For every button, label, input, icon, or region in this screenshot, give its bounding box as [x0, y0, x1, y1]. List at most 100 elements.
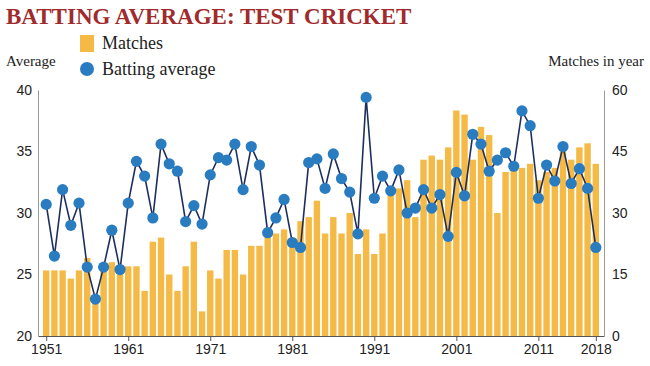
bar — [166, 275, 172, 337]
tick-label: 1971 — [195, 341, 226, 357]
tick: 15 — [604, 266, 628, 282]
tick-label: 45 — [612, 143, 628, 159]
tick: 2001 — [441, 336, 472, 357]
marker — [320, 183, 331, 194]
bar — [150, 242, 156, 336]
bar — [355, 254, 361, 336]
marker — [500, 147, 511, 158]
bar — [59, 270, 65, 336]
tick-label: 1991 — [359, 341, 390, 357]
tick-label: 0 — [612, 328, 620, 344]
bar — [133, 266, 139, 336]
tick-label: 30 — [612, 205, 628, 221]
bar — [338, 234, 344, 337]
bar — [68, 279, 74, 336]
marker — [237, 184, 248, 195]
bar — [461, 115, 467, 336]
tick-label: 2011 — [524, 341, 554, 357]
marker — [114, 264, 125, 275]
marker — [352, 228, 363, 239]
marker — [311, 153, 322, 164]
marker — [377, 171, 388, 182]
tick-label: 60 — [612, 82, 628, 98]
tick: 1951 — [31, 336, 62, 357]
marker — [475, 139, 486, 150]
tick: 0 — [604, 328, 620, 344]
bar — [264, 229, 270, 336]
marker — [484, 166, 495, 177]
tick: 1991 — [359, 336, 390, 357]
marker — [205, 169, 216, 180]
marker — [82, 262, 93, 273]
x-axis: 1951 1961 1971 1981 1991 2001 2011 2018 — [31, 336, 612, 357]
bar — [511, 168, 517, 336]
marker — [131, 156, 142, 167]
tick: 35 — [16, 143, 38, 159]
bar — [109, 262, 115, 336]
bar — [248, 246, 254, 336]
tick: 45 — [604, 143, 628, 159]
marker — [147, 212, 158, 223]
marker — [98, 262, 109, 273]
marker — [139, 171, 150, 182]
tick: 1971 — [195, 336, 226, 357]
marker — [426, 202, 437, 213]
bar — [330, 217, 336, 336]
bar — [207, 270, 213, 336]
bar — [429, 156, 435, 336]
tick-label: 2018 — [581, 341, 612, 357]
tick-label: 1951 — [31, 341, 62, 357]
bar — [232, 250, 238, 336]
bar — [502, 172, 508, 336]
bar — [363, 229, 369, 336]
line-series — [41, 92, 602, 305]
tick-label: 30 — [16, 205, 32, 221]
tick: 2018 — [581, 336, 612, 357]
marker — [106, 225, 117, 236]
marker — [188, 200, 199, 211]
tick: 1981 — [277, 336, 308, 357]
marker — [41, 199, 52, 210]
marker — [418, 184, 429, 195]
plot-area — [41, 92, 602, 336]
bar — [560, 143, 566, 336]
tick: 1961 — [113, 336, 144, 357]
bar — [191, 242, 197, 336]
bar — [305, 217, 311, 336]
bar — [289, 246, 295, 336]
marker — [295, 242, 306, 253]
marker — [123, 198, 134, 209]
marker — [410, 202, 421, 213]
marker — [278, 194, 289, 205]
tick: 30 — [604, 205, 628, 221]
marker — [582, 183, 593, 194]
marker — [369, 193, 380, 204]
tick: 20 — [16, 328, 38, 344]
y2-axis: 0 15 30 45 60 — [604, 82, 628, 344]
bar — [470, 160, 476, 336]
marker — [180, 216, 191, 227]
bar — [76, 270, 82, 336]
bar — [273, 234, 279, 337]
bar — [125, 266, 131, 336]
bar — [215, 279, 221, 336]
marker — [549, 175, 560, 186]
bar — [281, 229, 287, 336]
legend-swatch — [80, 62, 94, 76]
tick: 30 — [16, 205, 38, 221]
marker — [57, 184, 68, 195]
marker — [541, 159, 552, 170]
marker — [221, 155, 232, 166]
bar — [347, 213, 353, 336]
tick-label: 1961 — [113, 341, 144, 357]
title: BATTING AVERAGE: TEST CRICKET — [6, 4, 411, 29]
marker — [443, 231, 454, 242]
bar — [494, 213, 500, 336]
bar — [158, 238, 164, 336]
bar — [141, 291, 147, 336]
marker — [516, 105, 527, 116]
bar — [51, 270, 57, 336]
tick-label: 1981 — [277, 341, 308, 357]
bar — [314, 201, 320, 336]
bar — [174, 291, 180, 336]
